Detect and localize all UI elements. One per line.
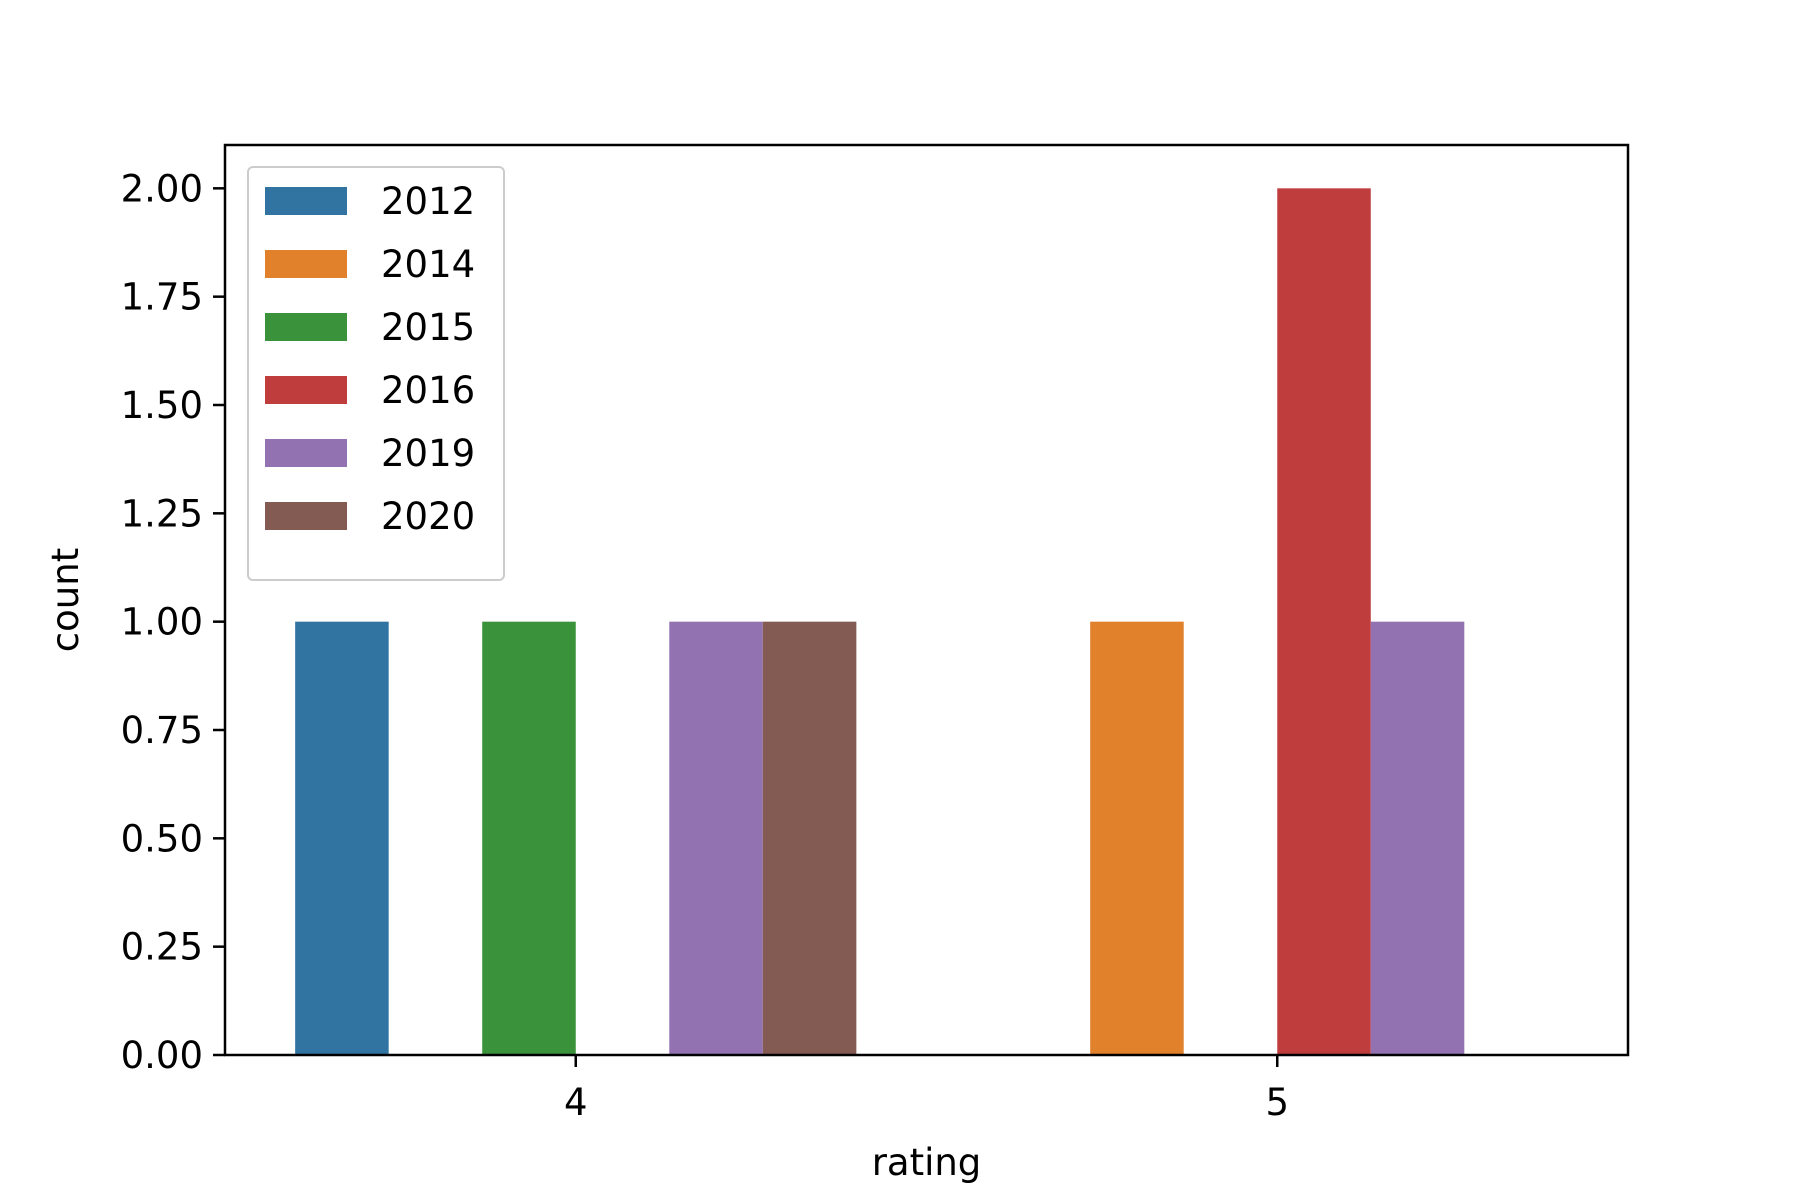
bar-2019-rating-5: [1370, 621, 1465, 1055]
legend-label-2019: 2019: [381, 432, 475, 475]
bar-2015-rating-4: [482, 621, 576, 1055]
legend-label-2014: 2014: [381, 243, 475, 286]
legend-label-2012: 2012: [381, 180, 475, 223]
y-tick-label-0.00: 0.00: [121, 1034, 203, 1077]
y-tick-label-0.75: 0.75: [121, 709, 203, 752]
legend-label-2015: 2015: [381, 306, 475, 349]
y-tick-label-1.75: 1.75: [121, 276, 203, 319]
x-tick-label-5: 5: [1265, 1081, 1289, 1124]
y-tick-label-1.25: 1.25: [121, 492, 203, 535]
bar-2019-rating-4: [669, 621, 763, 1055]
legend-swatch-2019: [265, 439, 347, 467]
y-tick-label-0.50: 0.50: [121, 817, 203, 860]
y-tick-label-1.00: 1.00: [121, 601, 203, 644]
bar-2014-rating-5: [1090, 621, 1184, 1055]
legend-label-2016: 2016: [381, 369, 475, 412]
y-axis: 0.00 0.25 0.50 0.75 1.00 1.25 1.50 1.75 2.00: [121, 167, 225, 1077]
plot-frame: [223, 143, 1630, 1057]
y-tick-label-1.50: 1.50: [121, 384, 203, 427]
legend-swatch-2016: [265, 376, 347, 404]
bar-2020-rating-4: [762, 621, 857, 1055]
legend-swatch-2012: [265, 187, 347, 215]
legend: 2012 2014 2015 2016 2019 2020: [247, 166, 505, 581]
y-axis-title: count: [44, 548, 87, 652]
y-tick-label-0.25: 0.25: [121, 926, 203, 969]
x-axis-title: rating: [872, 1141, 982, 1184]
legend-label-2020: 2020: [381, 495, 475, 538]
legend-swatch-2020: [265, 502, 347, 530]
bar-2012-rating-4: [295, 621, 389, 1055]
bar-2016-rating-5: [1277, 188, 1371, 1055]
legend-swatch-2014: [265, 250, 347, 278]
x-tick-label-4: 4: [564, 1081, 588, 1124]
legend-swatch-2015: [265, 313, 347, 341]
bars-layer: [295, 188, 1465, 1055]
y-tick-label-2.00: 2.00: [121, 167, 203, 210]
